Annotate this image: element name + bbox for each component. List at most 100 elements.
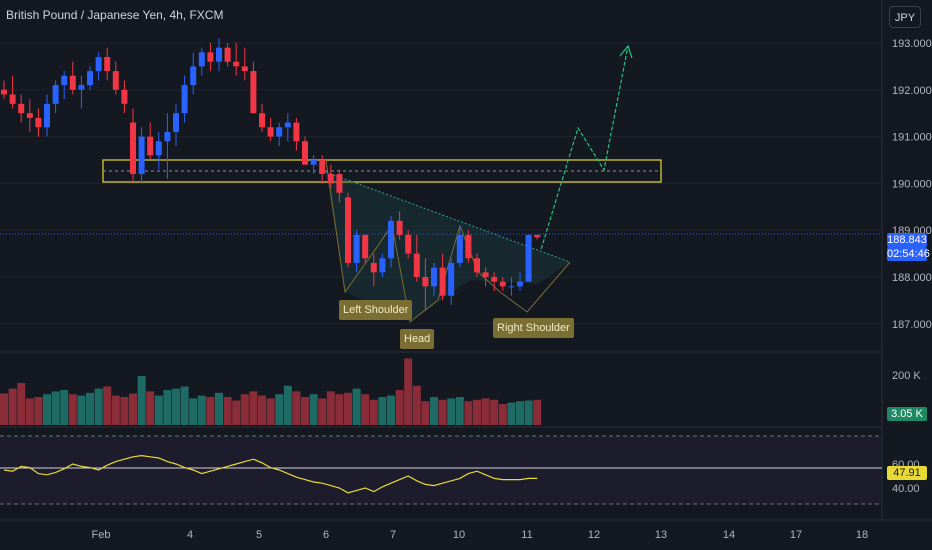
candle-body — [302, 141, 308, 165]
volume-bar — [17, 383, 26, 425]
volume-bar — [421, 401, 430, 425]
volume-bar — [249, 391, 258, 425]
volume-bar — [266, 398, 275, 425]
volume-bar — [232, 400, 241, 425]
time-tick-label: 14 — [723, 529, 735, 541]
candle-body — [517, 281, 523, 287]
volume-bar — [163, 390, 172, 425]
currency-button[interactable]: JPY — [889, 6, 921, 28]
volume-bar — [498, 404, 507, 425]
volume-bar — [301, 397, 309, 425]
volume-bar — [25, 398, 34, 425]
candle-body — [35, 117, 42, 128]
candle-body — [112, 71, 119, 90]
candle-body — [121, 89, 128, 104]
time-tick-label: 10 — [453, 529, 465, 541]
time-tick-label: 11 — [521, 529, 532, 541]
candle-body — [336, 174, 343, 193]
candle-body — [26, 113, 33, 118]
price-tick-label: 187.000 — [892, 319, 932, 331]
volume-bar — [189, 398, 198, 425]
candle-body — [534, 234, 541, 238]
volume-bar — [283, 385, 292, 425]
candle-body — [147, 136, 154, 156]
candle-body — [319, 160, 326, 175]
candle-body — [276, 127, 283, 137]
candle-body — [87, 71, 93, 86]
time-tick-label: Feb — [92, 529, 111, 541]
volume-bar — [430, 397, 438, 425]
volume-bar — [94, 388, 103, 425]
candle-body — [310, 160, 317, 165]
candle-body — [525, 234, 532, 282]
time-tick-label: 5 — [256, 529, 262, 541]
last-price-tag: 188.843 — [887, 233, 927, 247]
volume-bar — [490, 399, 499, 425]
volume-bar — [344, 392, 352, 425]
volume-bar — [60, 390, 69, 425]
candle-body — [413, 253, 420, 277]
candles — [1, 38, 541, 310]
volume-tick-label: 200 K — [892, 370, 921, 382]
volume-bar — [404, 358, 413, 425]
candle-body — [353, 234, 360, 263]
volume-bar — [120, 397, 129, 425]
candle-body — [456, 234, 463, 263]
candle-body — [474, 258, 480, 273]
candle-body — [370, 262, 377, 273]
symbol-title[interactable]: British Pound / Japanese Yen, 4h, FXCM — [6, 8, 224, 22]
candle-body — [173, 113, 179, 132]
volume-bar — [335, 394, 344, 425]
candle-body — [284, 122, 291, 128]
volume-bar — [361, 394, 370, 425]
volume-bar — [481, 398, 490, 425]
volume-bar — [0, 393, 8, 425]
right-shoulder-label: Right Shoulder — [493, 318, 574, 338]
candle-body — [224, 47, 231, 62]
volume-value-tag: 3.05 K — [887, 407, 927, 421]
candle-body — [18, 103, 25, 114]
volume-bar — [103, 386, 112, 425]
volume-bar — [172, 388, 180, 425]
candle-body — [190, 66, 197, 86]
volume-bar — [387, 395, 395, 425]
candle-body — [465, 234, 472, 259]
candle-body — [362, 234, 369, 259]
candle-body — [379, 258, 386, 273]
time-tick-label: 13 — [655, 529, 667, 541]
candle-body — [69, 75, 76, 90]
volume-bar — [326, 391, 335, 425]
time-axis[interactable]: Feb 4 5 6 7 10 11 12 13 14 17 18 — [92, 529, 869, 541]
candle-body — [9, 94, 16, 104]
candle-body — [95, 57, 102, 72]
volume-bar — [180, 386, 189, 425]
rsi-line — [3, 454, 538, 494]
candle-body — [52, 85, 59, 104]
rsi-pane — [0, 435, 882, 505]
volume-bar — [412, 385, 421, 425]
price-tick-label: 193.000 — [892, 38, 932, 50]
projection-path — [540, 44, 633, 250]
candle-body — [181, 85, 188, 114]
time-tick-label: 12 — [588, 529, 600, 541]
candle-body — [250, 71, 257, 114]
candle-body — [388, 220, 394, 259]
volume-bar — [223, 397, 232, 425]
volume-bar — [533, 399, 542, 425]
time-tick-label: 17 — [790, 529, 802, 541]
candle-body — [422, 277, 429, 287]
volume-bar — [378, 397, 387, 425]
volume-bar — [86, 392, 94, 425]
time-tick-label: 4 — [187, 529, 193, 541]
volume-bar — [154, 395, 163, 425]
candle-body — [327, 174, 334, 184]
candle-body — [198, 52, 205, 67]
candle-body — [78, 85, 85, 90]
pattern-zigzag — [325, 159, 571, 323]
candle-body — [164, 131, 171, 142]
rsi-value-tag: 47.91 — [887, 466, 927, 480]
volume-bar — [438, 399, 447, 425]
volume-bar — [129, 393, 137, 425]
candle-body — [293, 122, 300, 142]
